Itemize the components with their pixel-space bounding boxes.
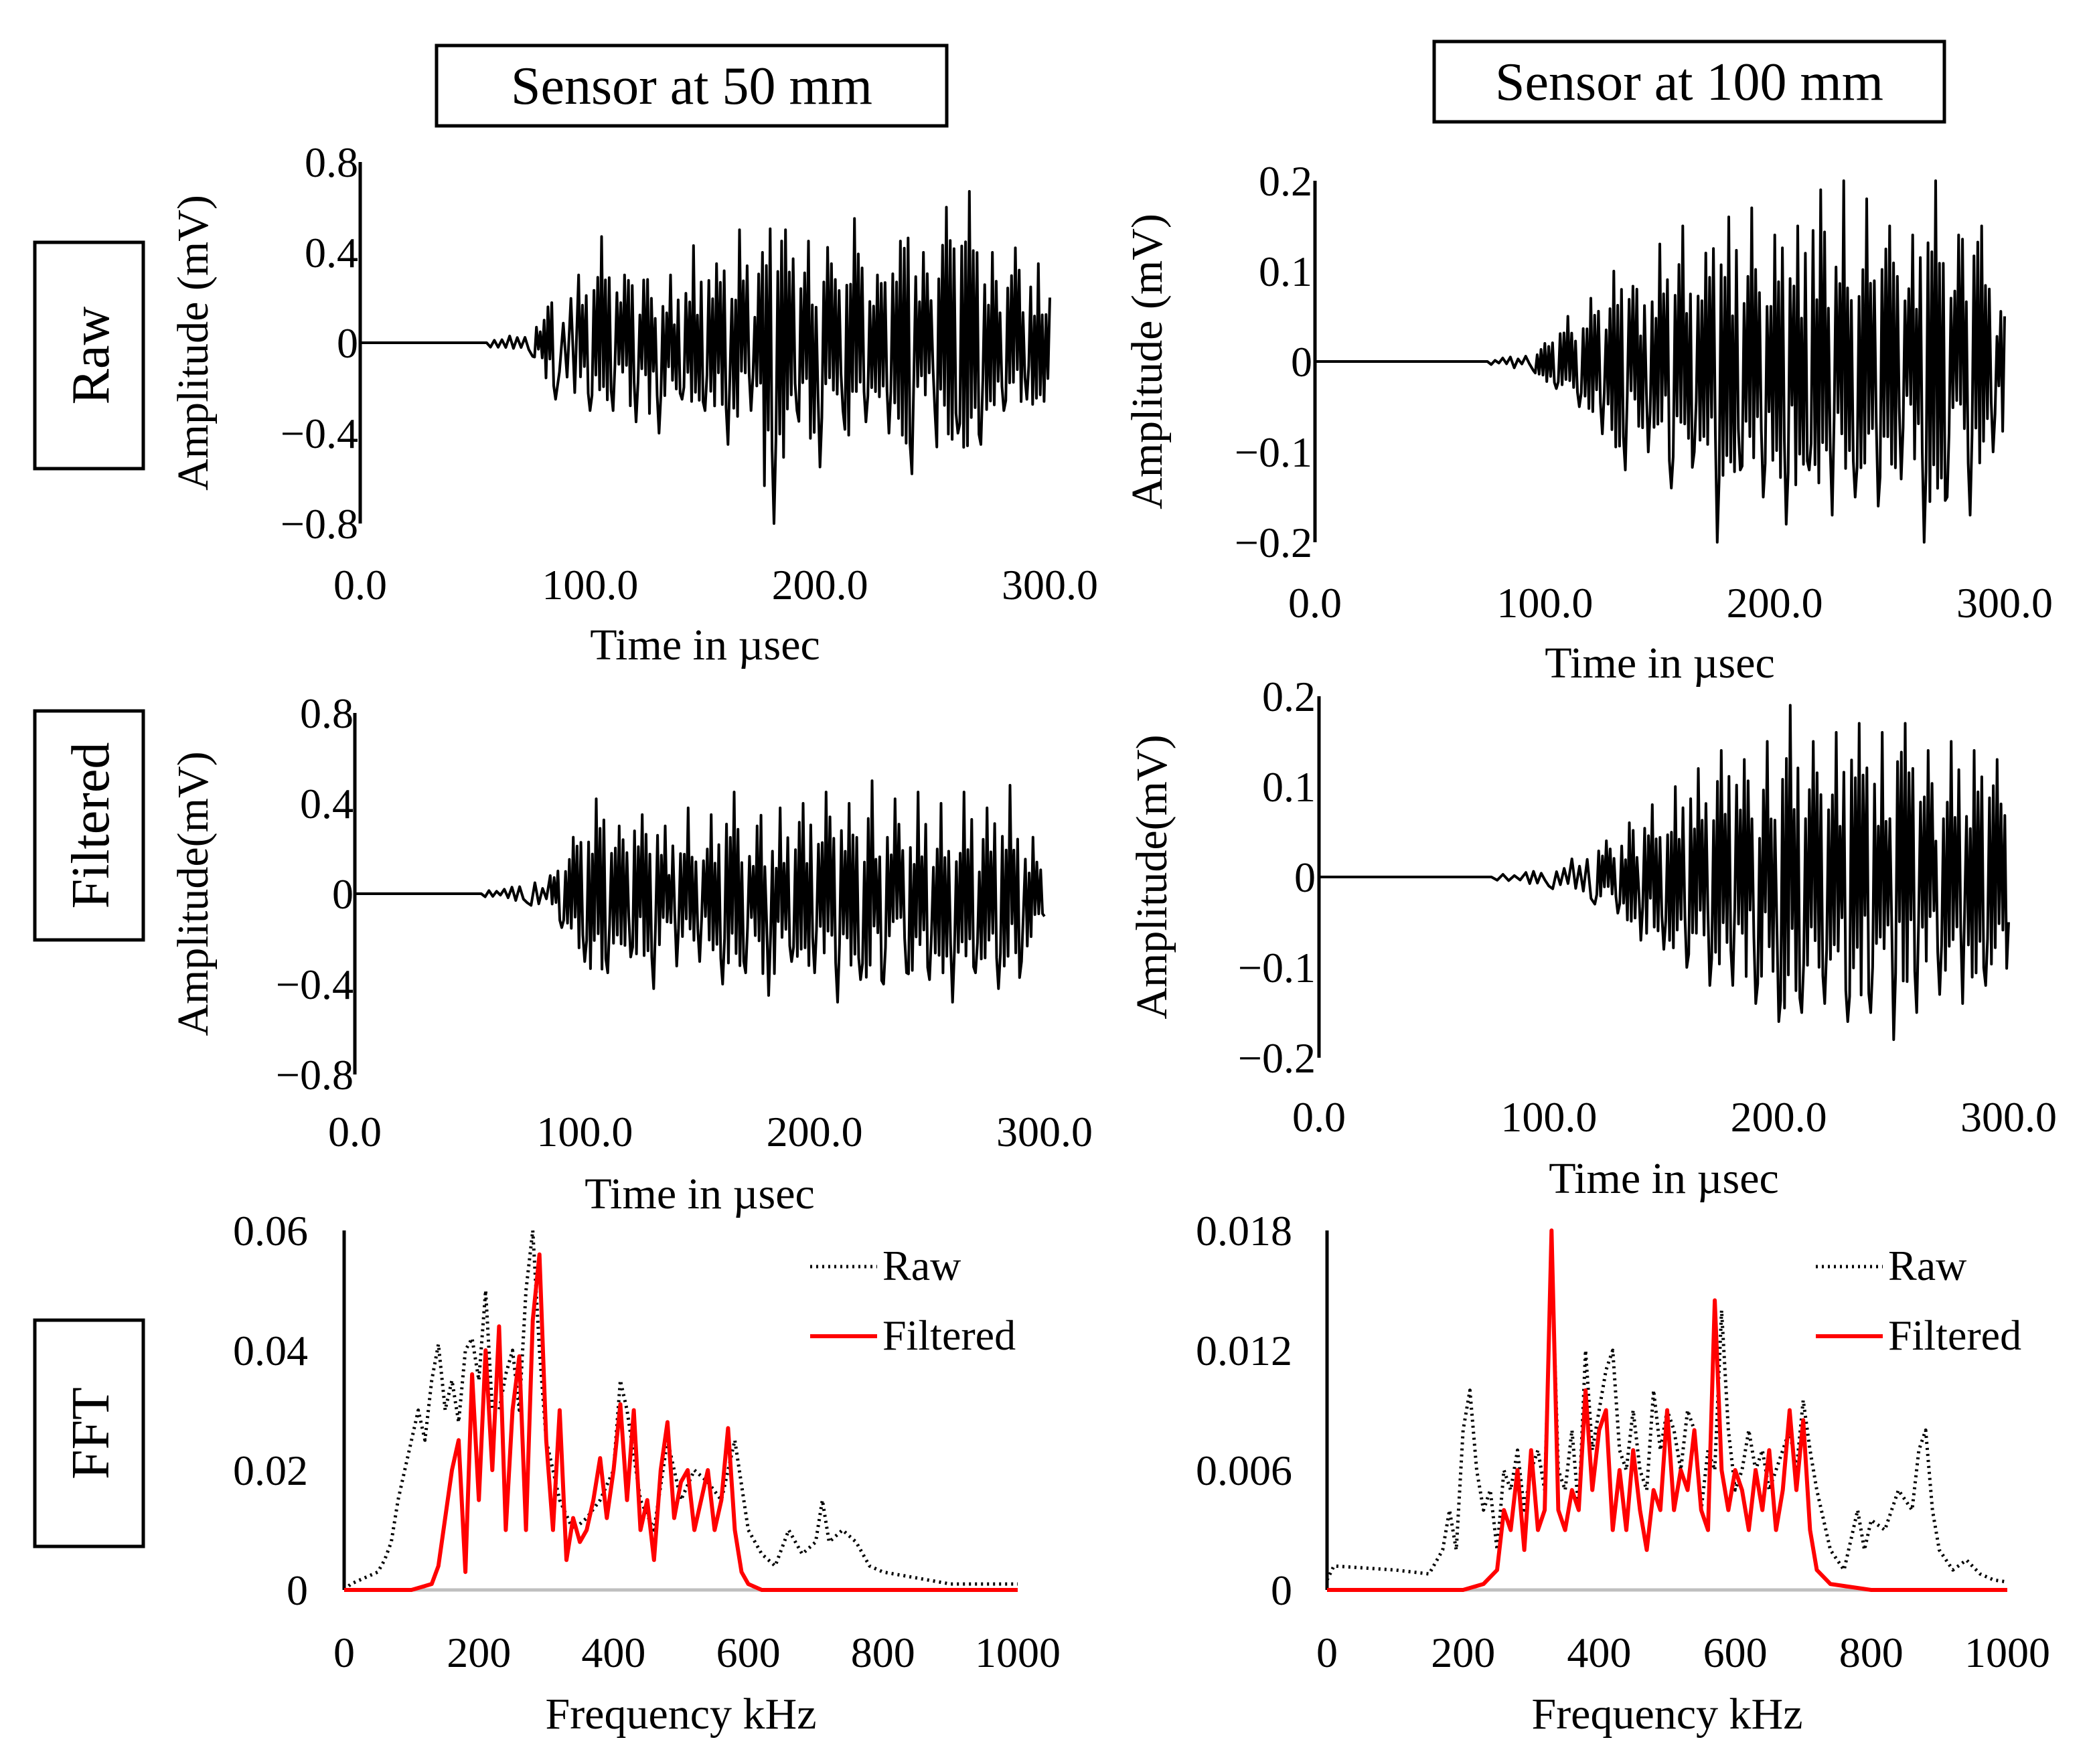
y-tick-label: 0.2 xyxy=(1262,673,1316,720)
x-tick-label: 100.0 xyxy=(1496,579,1593,627)
x-tick-label: 0.0 xyxy=(1288,579,1342,627)
series-line-raw xyxy=(343,1228,1018,1591)
y-tick-label: 0.8 xyxy=(300,690,354,737)
y-tick-label: −0.1 xyxy=(1238,944,1316,991)
y-tick-label: 0.4 xyxy=(300,780,354,827)
y-tick-label: 0 xyxy=(1294,854,1316,901)
x-tick-label: 400 xyxy=(581,1629,645,1676)
x-tick-label: 800 xyxy=(1839,1629,1904,1676)
x-tick-label: 100.0 xyxy=(1500,1093,1597,1141)
x-tick-label: 200.0 xyxy=(1727,579,1823,627)
legend: Raw Filtered xyxy=(810,1242,1016,1359)
y-tick-label: 0.2 xyxy=(1259,157,1312,205)
x-tick-label: 0 xyxy=(333,1629,355,1676)
legend-label-filtered: Filtered xyxy=(882,1311,1016,1359)
row-header-filtered-label: Filtered xyxy=(62,742,121,909)
x-tick-label: 300.0 xyxy=(1956,579,2053,627)
x-axis-label: Time in µsec xyxy=(1545,639,1775,688)
row-header-raw: Raw xyxy=(33,240,145,471)
x-axis-label: Time in µsec xyxy=(590,621,820,669)
column-header-50mm: Sensor at 50 mm xyxy=(435,44,949,128)
y-tick-label: 0.8 xyxy=(305,139,358,186)
x-tick-label: 200 xyxy=(447,1629,511,1676)
y-tick-label: 0 xyxy=(287,1567,308,1614)
y-axis-label: Amplitude (mV) xyxy=(169,195,218,491)
x-tick-label: 200 xyxy=(1431,1629,1495,1676)
x-tick-label: 600 xyxy=(716,1629,781,1676)
x-tick-label: 300.0 xyxy=(996,1108,1093,1155)
y-tick-label: −0.1 xyxy=(1235,428,1312,476)
y-tick-label: −0.4 xyxy=(276,961,354,1008)
y-tick-label: 0.006 xyxy=(1196,1447,1292,1494)
y-axis-label: Amplitude(mV) xyxy=(1128,734,1176,1019)
y-tick-label: 0 xyxy=(1271,1567,1292,1614)
x-tick-label: 800 xyxy=(851,1629,915,1676)
x-tick-label: 100.0 xyxy=(536,1108,633,1155)
y-tick-label: 0.012 xyxy=(1196,1327,1292,1374)
column-header-100mm-label: Sensor at 100 mm xyxy=(1495,53,1883,112)
y-tick-label: 0.1 xyxy=(1259,248,1312,295)
x-axis-label: Frequency kHz xyxy=(1531,1690,1802,1739)
y-tick-label: −0.2 xyxy=(1238,1034,1316,1082)
series-line-signal xyxy=(360,189,1051,525)
x-axis-label: Time in µsec xyxy=(1549,1154,1779,1203)
row-header-fft-label: FFT xyxy=(62,1387,121,1479)
x-tick-label: 200.0 xyxy=(767,1108,863,1155)
legend: Raw Filtered xyxy=(1816,1242,2021,1359)
chart-raw-100mm: 0.2 0.1 0 −0.1 −0.2 0.0 100.0 200.0 300.0 Time in… xyxy=(1123,157,2053,688)
chart-fft-50mm: 0.06 0.04 0.02 00 200 400 600 800 1000 Frequency … xyxy=(233,1207,1061,1739)
y-tick-label: 0.04 xyxy=(233,1327,308,1374)
y-tick-label: 0 xyxy=(332,870,354,918)
y-tick-label: −0.8 xyxy=(281,500,358,548)
chart-raw-50mm: 0.8 0.4 0 −0.4 −0.8 0.0 100.0 200.0 300.0 Time in… xyxy=(169,139,1098,669)
y-tick-label: −0.2 xyxy=(1235,519,1312,566)
x-tick-label: 1000 xyxy=(1964,1629,2050,1676)
series-line-signal xyxy=(1315,179,2006,544)
chart-fft-100mm: 0.018 0.012 0.006 00 200 400 600 800 1000 Frequen… xyxy=(1196,1207,2050,1739)
row-header-filtered: Filtered xyxy=(33,709,145,942)
legend-label-filtered: Filtered xyxy=(1888,1311,2021,1359)
y-tick-label: −0.8 xyxy=(276,1051,354,1099)
x-tick-label: 200.0 xyxy=(772,561,868,609)
column-header-50mm-label: Sensor at 50 mm xyxy=(511,57,872,116)
x-axis-label: Frequency kHz xyxy=(545,1690,816,1739)
x-tick-label: 0.0 xyxy=(1292,1093,1346,1141)
y-tick-label: 0.018 xyxy=(1196,1207,1292,1255)
y-tick-label: 0 xyxy=(1291,338,1312,386)
x-tick-label: 600 xyxy=(1703,1629,1768,1676)
legend-label-raw: Raw xyxy=(1888,1242,1966,1289)
legend-label-raw: Raw xyxy=(882,1242,961,1289)
x-tick-label: 0.0 xyxy=(328,1108,382,1155)
x-tick-label: 0.0 xyxy=(333,561,387,609)
series-line-signal xyxy=(355,779,1046,1004)
x-tick-label: 1000 xyxy=(975,1629,1061,1676)
y-axis-label: Amplitude(mV) xyxy=(169,751,218,1036)
series-line-filtered xyxy=(1327,1228,2007,1592)
x-tick-label: 0 xyxy=(1316,1629,1338,1676)
series-line-signal xyxy=(1319,704,2010,1041)
y-axis-label: Amplitude (mV) xyxy=(1123,214,1172,509)
y-tick-label: 0.06 xyxy=(233,1207,308,1255)
x-tick-label: 200.0 xyxy=(1731,1093,1827,1141)
x-tick-label: 100.0 xyxy=(542,561,638,609)
y-tick-label: 0.1 xyxy=(1262,763,1316,811)
x-tick-label: 400 xyxy=(1567,1629,1631,1676)
series-line-filtered xyxy=(344,1252,1018,1592)
chart-filtered-100mm: 0.2 0.1 0 −0.1 −0.2 0.0 100.0 200.0 300.0 Time in… xyxy=(1128,673,2057,1203)
y-tick-label: −0.4 xyxy=(281,410,358,457)
x-tick-label: 300.0 xyxy=(1960,1093,2057,1141)
x-tick-label: 300.0 xyxy=(1002,561,1098,609)
column-header-100mm: Sensor at 100 mm xyxy=(1432,39,1946,124)
y-tick-label: 0.4 xyxy=(305,229,358,276)
y-tick-label: 0 xyxy=(337,319,358,367)
chart-filtered-50mm: 0.8 0.4 0 −0.4 −0.8 0.0 100.0 200.0 300.0 Time in… xyxy=(169,690,1093,1218)
row-header-raw-label: Raw xyxy=(62,306,121,404)
row-header-fft: FFT xyxy=(33,1318,145,1548)
x-axis-label: Time in µsec xyxy=(585,1170,815,1218)
series-line-raw xyxy=(1325,1249,2008,1584)
y-tick-label: 0.02 xyxy=(233,1447,308,1494)
